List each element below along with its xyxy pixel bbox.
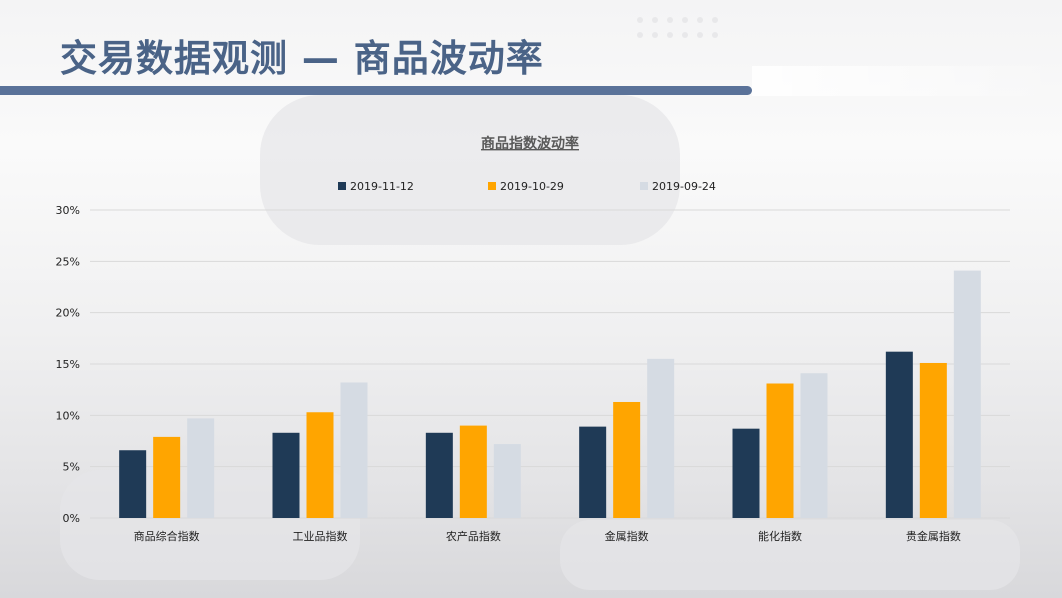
chart-title: 商品指数波动率 bbox=[481, 135, 579, 152]
legend-label: 2019-10-29 bbox=[500, 180, 564, 193]
bar-1-3 bbox=[425, 432, 453, 518]
bar-2-5 bbox=[766, 383, 794, 518]
bar-1-1 bbox=[119, 450, 147, 518]
title-bar-highlight bbox=[752, 66, 1062, 96]
y-tick-label: 0% bbox=[63, 512, 80, 525]
bar-3-6 bbox=[953, 270, 981, 518]
x-tick-label: 商品综合指数 bbox=[134, 529, 200, 543]
bar-3-5 bbox=[800, 373, 828, 518]
x-tick-label: 农产品指数 bbox=[446, 529, 501, 543]
bar-3-2 bbox=[340, 382, 368, 518]
bar-1-6 bbox=[885, 351, 913, 518]
bar-3-1 bbox=[187, 418, 215, 518]
legend-swatch bbox=[640, 182, 648, 190]
bar-3-3 bbox=[493, 444, 521, 518]
bar-1-2 bbox=[272, 432, 300, 518]
bar-2-6 bbox=[919, 362, 947, 518]
x-tick-label: 贵金属指数 bbox=[906, 529, 961, 543]
legend-label: 2019-11-12 bbox=[350, 180, 414, 193]
legend-swatch bbox=[488, 182, 496, 190]
x-axis-ticks: 商品综合指数 工业品指数 农产品指数 金属指数 能化指数 贵金属指数 bbox=[134, 529, 961, 543]
y-tick-label: 30% bbox=[56, 204, 80, 217]
y-axis-ticks: 0% 5% 10% 15% 20% 25% 30% bbox=[56, 204, 80, 525]
page-title: 交易数据观测 — 商品波动率 bbox=[60, 37, 544, 80]
legend: 2019-11-12 2019-10-29 2019-09-24 bbox=[338, 180, 716, 193]
bar-1-4 bbox=[579, 426, 607, 518]
title-underline-bar bbox=[0, 86, 752, 95]
legend-swatch bbox=[338, 182, 346, 190]
bar-1-5 bbox=[732, 428, 760, 518]
bar-2-2 bbox=[306, 412, 334, 518]
bar-2-3 bbox=[459, 425, 487, 518]
bar-2-1 bbox=[153, 436, 181, 518]
y-tick-label: 20% bbox=[56, 307, 80, 320]
y-tick-label: 25% bbox=[56, 255, 80, 268]
bar-2-4 bbox=[613, 401, 641, 518]
legend-label: 2019-09-24 bbox=[652, 180, 716, 193]
x-tick-label: 工业品指数 bbox=[293, 529, 348, 543]
grid-lines bbox=[90, 209, 1010, 519]
bars bbox=[119, 270, 981, 518]
x-tick-label: 能化指数 bbox=[758, 529, 802, 543]
x-tick-label: 金属指数 bbox=[605, 529, 649, 543]
y-tick-label: 15% bbox=[56, 358, 80, 371]
y-tick-label: 5% bbox=[63, 461, 80, 474]
y-tick-label: 10% bbox=[56, 409, 80, 422]
bar-3-4 bbox=[647, 358, 675, 518]
